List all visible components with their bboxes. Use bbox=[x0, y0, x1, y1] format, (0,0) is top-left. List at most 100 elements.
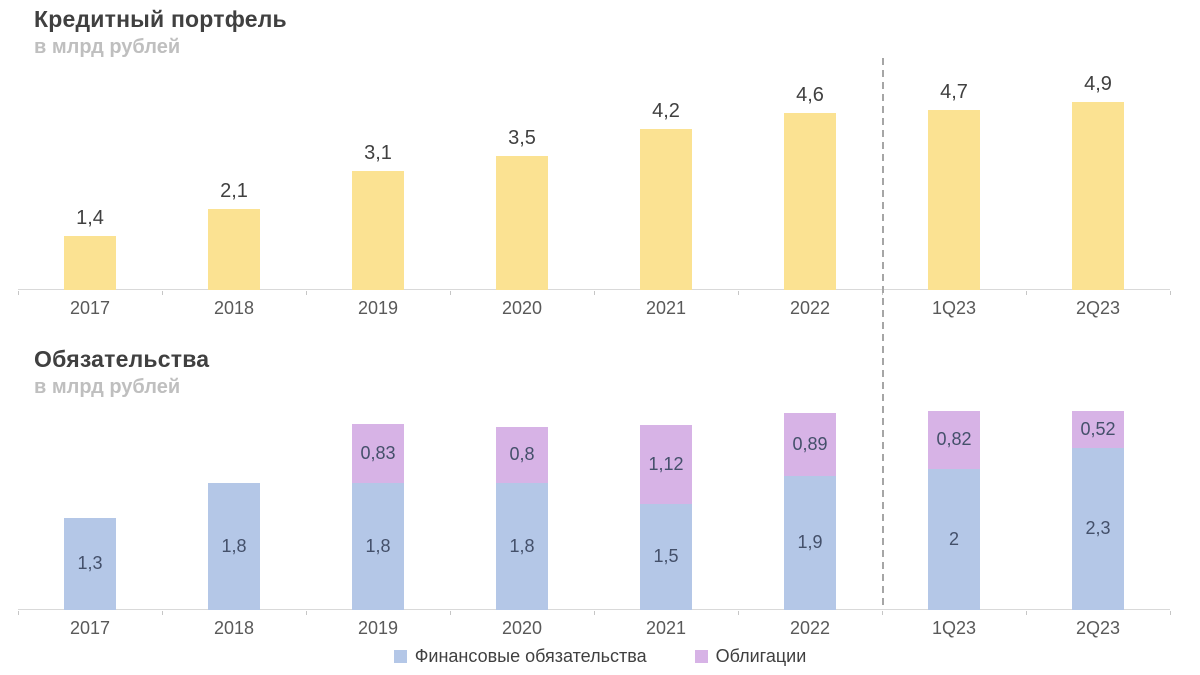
bar-value-label: 3,1 bbox=[364, 142, 392, 164]
liabilities-bar-2020: 1,8 0,8 bbox=[496, 427, 548, 610]
segment-value-label: 0,52 bbox=[1080, 418, 1116, 439]
axis-tick bbox=[306, 611, 307, 615]
liabilities-bar-2018: 1,8 bbox=[208, 483, 260, 610]
segment-bonds: 0,89 bbox=[784, 413, 836, 476]
axis-tick bbox=[1170, 611, 1171, 615]
legend-label-financial-liabilities: Финансовые обязательства bbox=[414, 646, 647, 666]
category-label: 2021 bbox=[645, 298, 687, 318]
segment-financial: 1,5 bbox=[640, 504, 692, 610]
portfolio-bar-2020 bbox=[496, 156, 548, 290]
category-label: 2018 bbox=[213, 618, 255, 638]
bar-value-label: 2,1 bbox=[220, 180, 248, 202]
category-label: 2018 bbox=[213, 298, 255, 318]
axis-tick bbox=[594, 291, 595, 295]
segment-value-label: 2,3 bbox=[1085, 518, 1111, 538]
bar-value-label: 3,5 bbox=[508, 127, 536, 149]
axis-tick bbox=[1170, 291, 1171, 295]
category-label: 2021 bbox=[645, 618, 687, 638]
segment-value-label: 1,8 bbox=[365, 535, 391, 556]
category-label: 1Q23 bbox=[931, 618, 977, 638]
category-label: 2022 bbox=[789, 298, 831, 318]
segment-value-label: 2 bbox=[948, 528, 959, 549]
liabilities-bar-2021: 1,5 1,12 bbox=[640, 425, 692, 610]
credit-portfolio-x-labels: 2017 2018 2019 2020 2021 2022 1Q23 2Q23 bbox=[18, 298, 1170, 324]
portfolio-bar-2022 bbox=[784, 113, 836, 290]
category-label: 2017 bbox=[69, 618, 111, 638]
segment-bonds: 0,52 bbox=[1072, 411, 1124, 448]
category-label: 2019 bbox=[357, 298, 399, 318]
portfolio-bar-2019 bbox=[352, 171, 404, 290]
segment-value-label: 0,8 bbox=[509, 444, 535, 464]
segment-financial: 2 bbox=[928, 469, 980, 610]
category-label: 2020 bbox=[501, 618, 543, 638]
axis-tick bbox=[162, 611, 163, 615]
axis-tick bbox=[1026, 291, 1027, 295]
period-divider-line bbox=[882, 58, 884, 610]
legend-item-financial-liabilities: Финансовые обязательства bbox=[393, 646, 647, 667]
liabilities-x-labels: 2017 2018 2019 2020 2021 2022 1Q23 2Q23 bbox=[18, 618, 1170, 644]
liabilities-bar-2022: 1,9 0,89 bbox=[784, 413, 836, 610]
liabilities-bar-1Q23: 2 0,82 bbox=[928, 411, 980, 610]
axis-tick bbox=[306, 291, 307, 295]
axis-tick bbox=[594, 611, 595, 615]
bar-value-label: 4,2 bbox=[652, 100, 680, 122]
segment-value-label: 0,89 bbox=[792, 433, 828, 454]
axis-tick bbox=[18, 611, 19, 615]
axis-tick bbox=[1026, 611, 1027, 615]
category-label: 2020 bbox=[501, 298, 543, 318]
segment-bonds: 0,83 bbox=[352, 424, 404, 483]
segment-value-label: 1,9 bbox=[797, 532, 823, 552]
x-axis-line bbox=[18, 609, 1170, 610]
bonds-swatch-icon bbox=[694, 650, 708, 663]
category-label: 2Q23 bbox=[1075, 298, 1121, 318]
axis-tick bbox=[18, 291, 19, 295]
segment-bonds: 0,82 bbox=[928, 411, 980, 469]
segment-value-label: 1,12 bbox=[648, 453, 684, 474]
segment-financial: 1,3 bbox=[64, 518, 116, 610]
category-label: 2022 bbox=[789, 618, 831, 638]
segment-value-label: 1,8 bbox=[221, 535, 247, 556]
liabilities-bar-2019: 1,8 0,83 bbox=[352, 424, 404, 610]
category-label: 1Q23 bbox=[931, 298, 977, 318]
portfolio-bar-2017 bbox=[64, 236, 116, 290]
legend-label-bonds: Облигации bbox=[715, 646, 807, 666]
axis-tick bbox=[450, 291, 451, 295]
segment-bonds: 0,8 bbox=[496, 427, 548, 483]
category-label: 2017 bbox=[69, 298, 111, 318]
bar-value-label: 4,7 bbox=[940, 81, 968, 103]
segment-financial: 2,3 bbox=[1072, 448, 1124, 610]
legend: Финансовые обязательства Облигации bbox=[0, 646, 1200, 667]
segment-value-label: 1,5 bbox=[653, 546, 679, 566]
liabilities-bar-2Q23: 2,3 0,52 bbox=[1072, 411, 1124, 610]
portfolio-bar-2021 bbox=[640, 129, 692, 290]
axis-tick bbox=[738, 291, 739, 295]
liabilities-subtitle: в млрд рублей bbox=[34, 376, 181, 398]
credit-portfolio-subtitle: в млрд рублей bbox=[34, 36, 181, 58]
portfolio-bar-2Q23 bbox=[1072, 102, 1124, 290]
segment-value-label: 0,83 bbox=[360, 442, 396, 463]
segment-financial: 1,8 bbox=[352, 483, 404, 610]
financial-liabilities-swatch-icon bbox=[393, 650, 407, 663]
segment-value-label: 1,8 bbox=[509, 535, 535, 556]
segment-value-label: 1,3 bbox=[77, 553, 103, 573]
legend-item-bonds: Облигации bbox=[694, 646, 807, 667]
portfolio-bar-2018 bbox=[208, 209, 260, 290]
axis-tick bbox=[162, 291, 163, 295]
segment-financial: 1,9 bbox=[784, 476, 836, 610]
credit-portfolio-plot: 1,4 2,1 3,1 3,5 4,2 4,6 4,7 4,9 bbox=[18, 58, 1171, 295]
axis-tick bbox=[738, 611, 739, 615]
portfolio-bar-1Q23 bbox=[928, 110, 980, 290]
liabilities-plot: 1,3 1,8 1,8 0,83 1,8 0,8 1,5 1,12 1,9 0,89 2 0,82 2,… bbox=[18, 400, 1171, 615]
liabilities-bar-2017: 1,3 bbox=[64, 518, 116, 610]
category-label: 2Q23 bbox=[1075, 618, 1121, 638]
segment-financial: 1,8 bbox=[208, 483, 260, 610]
liabilities-title: Обязательства bbox=[34, 346, 210, 372]
x-axis-line bbox=[18, 289, 1170, 290]
credit-portfolio-title: Кредитный портфель bbox=[34, 6, 287, 32]
segment-bonds: 1,12 bbox=[640, 425, 692, 504]
category-label: 2019 bbox=[357, 618, 399, 638]
bar-value-label: 1,4 bbox=[76, 207, 104, 229]
bar-value-label: 4,6 bbox=[796, 84, 824, 106]
axis-tick bbox=[882, 611, 883, 615]
